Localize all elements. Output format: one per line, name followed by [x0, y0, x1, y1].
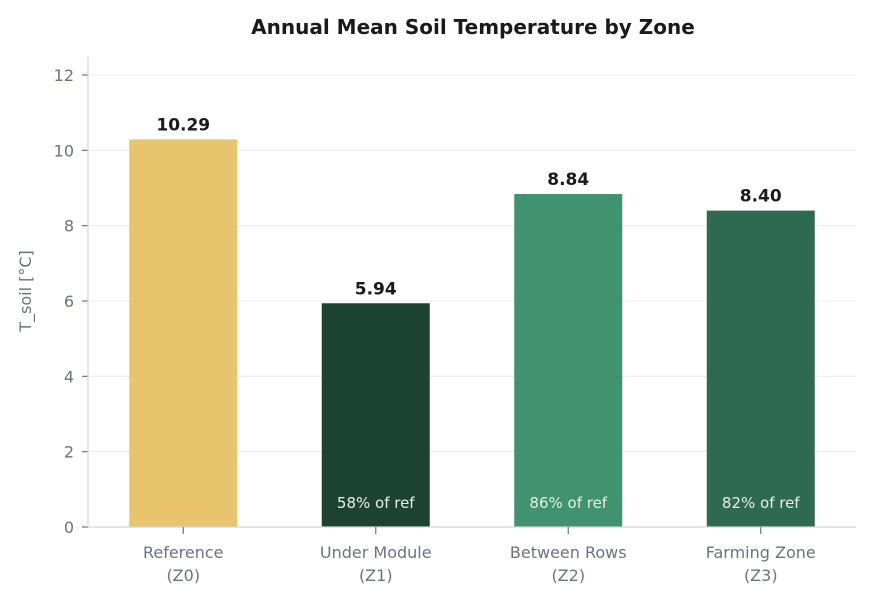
y-tick-label: 10	[54, 141, 74, 160]
x-tick-label-line: (Z3)	[744, 566, 778, 585]
y-tick-label: 4	[64, 367, 74, 386]
bar	[706, 210, 815, 527]
bar-annotation: 86% of ref	[529, 494, 607, 512]
bar-annotation: 82% of ref	[722, 494, 800, 512]
x-tick-label: Between Rows (Z2)	[510, 543, 627, 585]
x-tick-label-line: (Z0)	[166, 566, 200, 585]
x-tick-label-line: Between Rows	[510, 543, 627, 562]
x-tick-label-line: Under Module	[320, 543, 432, 562]
x-tick-label-line: Farming Zone	[706, 543, 816, 562]
x-tick-label: Reference (Z0)	[143, 543, 224, 585]
y-tick-label: 2	[64, 443, 74, 462]
bar-annotation: 58% of ref	[337, 494, 415, 512]
x-tick-label-line: (Z1)	[359, 566, 393, 585]
bar-value-label: 10.29	[156, 115, 210, 135]
bar	[129, 139, 238, 527]
bar-value-label: 8.84	[547, 170, 589, 190]
y-tick-label: 12	[54, 66, 74, 85]
y-tick-label: 0	[64, 518, 74, 537]
y-tick-label: 6	[64, 292, 74, 311]
bar	[321, 303, 430, 527]
y-axis-label: T_soil [°C]	[16, 250, 36, 333]
bar	[514, 194, 623, 527]
chart-title: Annual Mean Soil Temperature by Zone	[251, 15, 695, 39]
y-tick-label: 8	[64, 217, 74, 236]
x-tick-label-line: Reference	[143, 543, 224, 562]
bar-value-label: 8.40	[740, 187, 782, 207]
x-tick-label: Farming Zone (Z3)	[706, 543, 816, 585]
x-tick-label-line: (Z2)	[551, 566, 585, 585]
bar-value-label: 5.94	[355, 279, 397, 299]
x-tick-label: Under Module (Z1)	[320, 543, 432, 585]
